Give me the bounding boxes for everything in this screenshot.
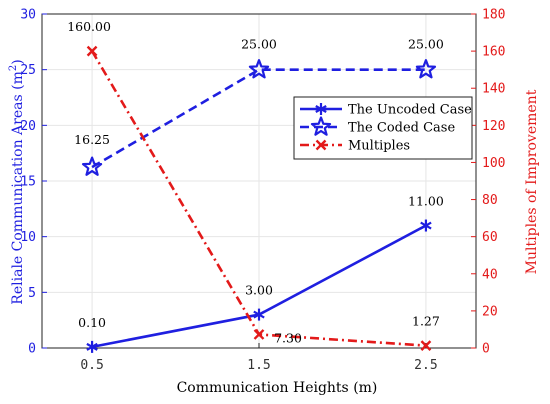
right-tick-label: 140 xyxy=(482,82,505,97)
left-tick-label: 10 xyxy=(20,230,36,245)
right-tick-label: 80 xyxy=(482,193,498,208)
right-tick-label: 100 xyxy=(482,156,505,171)
data-label-series-1: 16.25 xyxy=(74,132,110,147)
left-axis-title-superscript: 2 xyxy=(8,65,19,71)
x-tick-label: 2.5 xyxy=(414,358,437,373)
series-0-point-marker xyxy=(253,308,265,321)
series-1-point-marker xyxy=(81,156,103,176)
data-label-series-1: 25.00 xyxy=(408,37,444,52)
series-1-point-marker xyxy=(248,59,270,79)
legend-swatch-marker xyxy=(310,116,332,136)
right-tick-label: 180 xyxy=(482,8,505,23)
left-axis-title-suffix: ) xyxy=(10,59,26,64)
left-axis-title-main: Reliale Communication Areas (m xyxy=(10,71,26,305)
asterisk-marker-stroke xyxy=(86,342,98,351)
left-tick-label: 0 xyxy=(28,342,36,357)
series-2-point-marker xyxy=(253,329,265,340)
right-tick-label: 20 xyxy=(482,304,498,319)
series-1-point-marker xyxy=(415,59,437,79)
legend: The Uncoded Case The Coded Case Multiples xyxy=(293,96,473,160)
data-label-series-0: 3.00 xyxy=(245,283,273,298)
data-label-series-2: 160.00 xyxy=(67,19,111,34)
series-0-point-marker xyxy=(86,340,98,353)
asterisk-marker-stroke xyxy=(315,105,327,113)
right-tick-label: 160 xyxy=(482,45,505,60)
series-layer xyxy=(81,45,437,353)
asterisk-marker-stroke xyxy=(253,310,265,319)
right-tick-label: 60 xyxy=(482,230,498,245)
star-marker-shape xyxy=(310,116,332,136)
right-tick-label: 120 xyxy=(482,119,505,134)
star-marker-shape xyxy=(415,59,437,79)
series-0-point-marker xyxy=(420,219,432,232)
data-label-series-1: 25.00 xyxy=(241,37,277,52)
legend-swatch-marker xyxy=(315,103,327,115)
data-label-series-0: 11.00 xyxy=(408,194,444,209)
left-axis-title: Reliale Communication Areas (m2) xyxy=(8,59,26,304)
left-axis-ticks: 0 5 10 15 20 25 30 xyxy=(20,8,47,357)
x-axis-ticks: 0.5 1.5 2.5 xyxy=(80,343,438,373)
left-tick-label: 30 xyxy=(20,8,36,23)
legend-entry-label: The Uncoded Case xyxy=(348,103,472,118)
star-marker-shape xyxy=(248,59,270,79)
left-tick-label: 20 xyxy=(20,119,36,134)
asterisk-marker-stroke xyxy=(420,221,432,230)
series-2-point-marker xyxy=(420,340,432,351)
right-tick-label: 40 xyxy=(482,267,498,282)
right-tick-label: 0 xyxy=(482,342,490,357)
left-tick-label: 25 xyxy=(20,63,36,78)
data-label-series-2: 7.30 xyxy=(274,330,302,345)
legend-swatch-marker xyxy=(315,139,327,151)
data-label-series-0: 0.10 xyxy=(78,315,106,330)
left-tick-label: 5 xyxy=(28,286,36,301)
left-tick-label: 15 xyxy=(20,175,36,190)
x-axis-title: Communication Heights (m) xyxy=(177,380,378,396)
x-marker-stroke xyxy=(86,45,98,57)
x-marker-stroke xyxy=(253,329,265,340)
x-marker-stroke xyxy=(420,340,432,351)
right-axis-title: Multiples of Improvement xyxy=(524,89,540,274)
x-tick-label: 0.5 xyxy=(80,358,103,373)
x-tick-label: 1.5 xyxy=(247,358,270,373)
legend-entry-label: The Coded Case xyxy=(348,121,455,136)
data-label-series-2: 1.27 xyxy=(412,314,440,329)
grid xyxy=(42,14,476,348)
x-marker-stroke xyxy=(315,139,327,151)
star-marker-shape xyxy=(81,156,103,176)
right-axis-ticks: 0 20 40 60 80 100 120 140 160 180 xyxy=(471,8,505,357)
series-2-point-marker xyxy=(86,45,98,57)
series-line-1 xyxy=(91,68,426,169)
legend-entry-label: Multiples xyxy=(348,139,410,154)
data-labels: 0.10 3.00 11.00 16.25 25.00 25.00 160.00 7.30 1.… xyxy=(67,19,444,345)
